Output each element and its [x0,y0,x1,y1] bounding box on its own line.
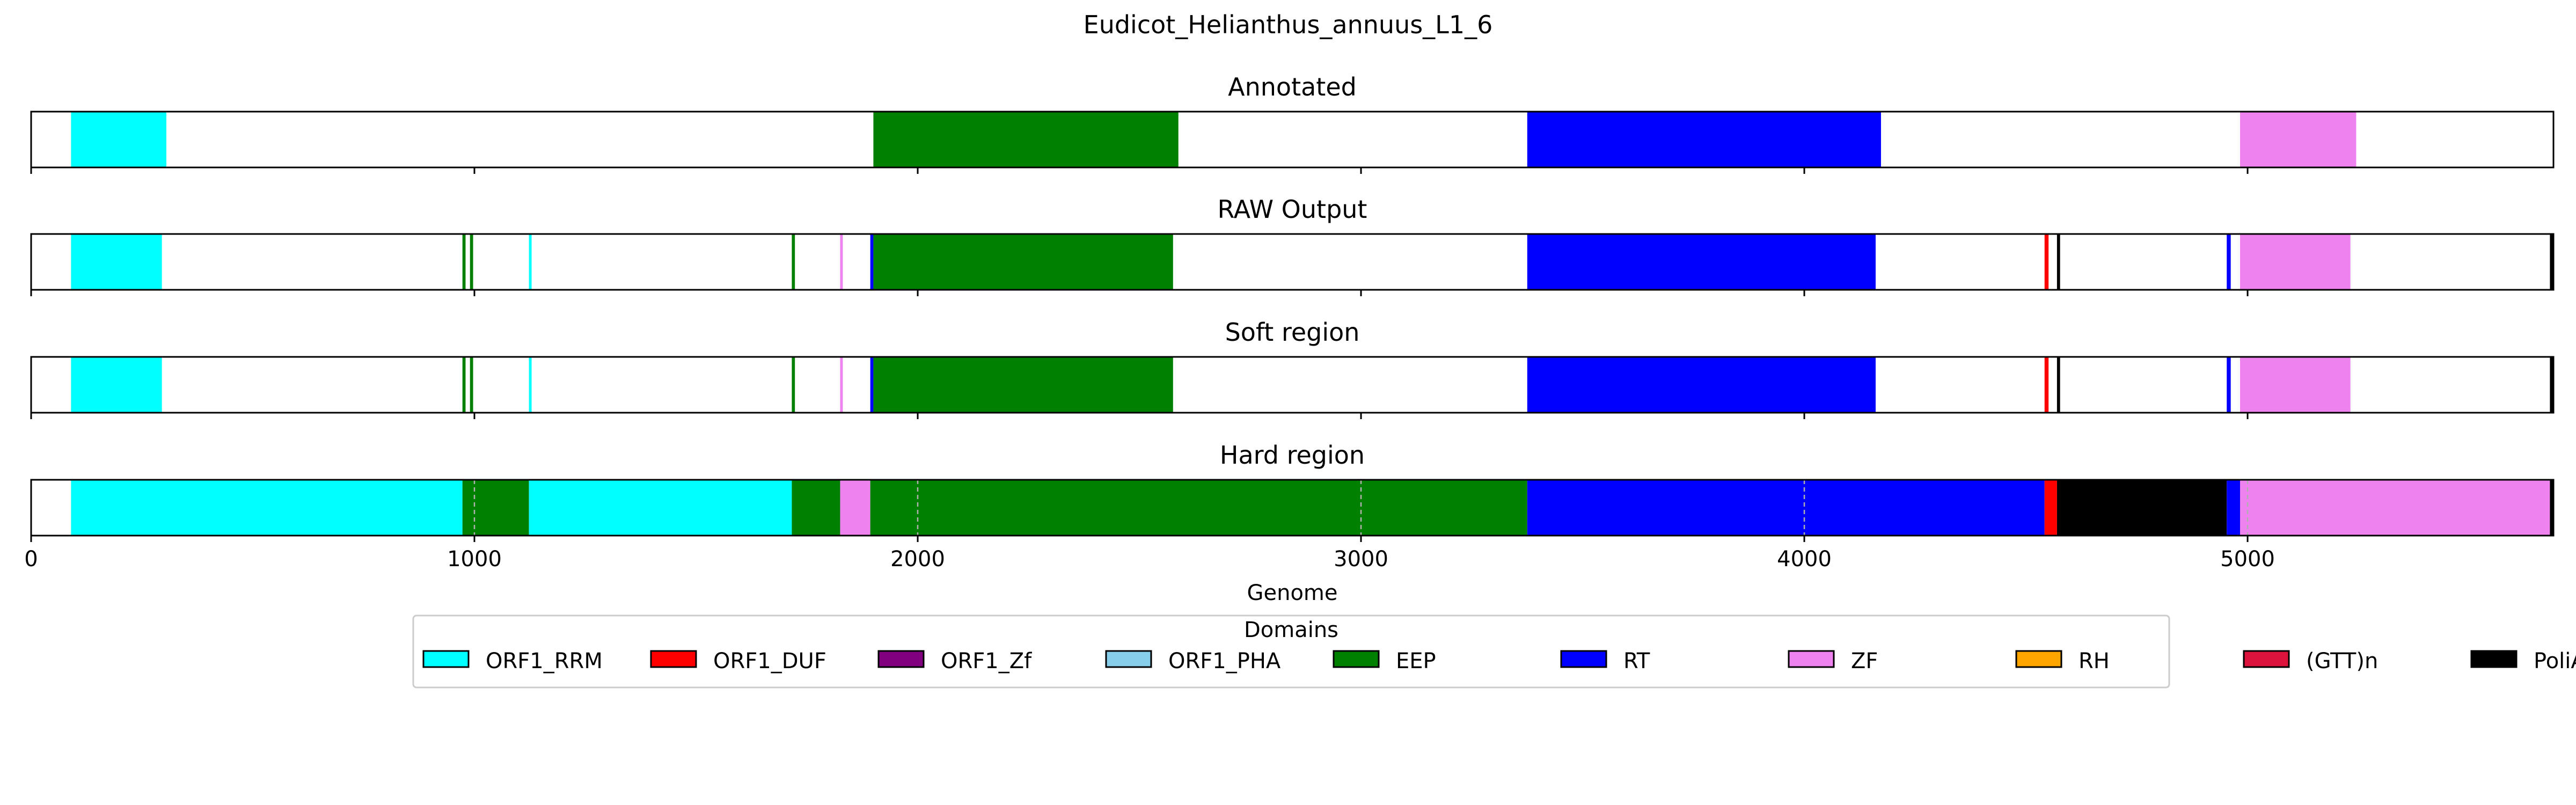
domain-segment [870,234,874,290]
legend-label: (GTT)n [2306,649,2378,674]
domain-segment [462,357,466,413]
track-title: Soft region [1225,318,1360,347]
domain-segment [2044,357,2049,413]
domain-segment [462,480,529,536]
legend-label: ORF1_Zf [941,649,1032,674]
legend-label: RT [1623,649,1650,674]
domain-segment [1527,234,1876,290]
domain-segment [71,234,162,290]
legend-label: ORF1_DUF [713,649,826,674]
x-tick-label: 0 [24,547,38,572]
domain-segment [792,234,795,290]
domain-segment [2044,480,2057,536]
x-tick-label: 2000 [890,547,945,572]
legend-label: EEP [1396,649,1436,674]
legend-swatch [1105,650,1152,668]
legend-swatch [650,650,697,668]
legend: Domains ORF1_RRM ORF1_DUF ORF1_Zf ORF1_PHA EE… [412,614,2576,689]
domain-segment [462,234,466,290]
domain-segment [873,112,1179,167]
domain-segment [2550,357,2553,413]
track-frame [30,233,2555,291]
legend-swatch [422,650,470,668]
x-tick-label: 4000 [1777,547,1832,572]
domain-segment [840,480,870,536]
domain-segment [2550,234,2553,290]
domain-segment [2227,234,2231,290]
domain-segment [2044,234,2049,290]
domain-segment [2057,357,2060,413]
domain-segment [470,357,473,413]
figure-title: Eudicot_Helianthus_annuus_L1_6 [1084,10,1493,39]
x-tick-label: 5000 [2220,547,2275,572]
tracks-group: Annotated RAW Output Soft region Hard regio… [30,72,2555,542]
domain-segment [1527,357,1876,413]
domain-segment [792,357,795,413]
domain-segment [529,234,532,290]
domain-segment [873,357,1173,413]
domain-segment [840,234,843,290]
domain-segment [71,480,463,536]
legend-label: ORF1_PHA [1168,649,1281,674]
track-title: Annotated [1228,72,1357,101]
domain-segment [529,480,792,536]
track-title: Hard region [1220,441,1365,470]
track-title: RAW Output [1218,195,1367,224]
track-panel: RAW Output [30,195,2555,296]
legend-swatch [2243,650,2290,668]
track-frame [30,111,2555,169]
domain-segment [529,357,532,413]
domain-segment [2227,357,2231,413]
legend-swatch [877,650,925,668]
legend-swatch [2470,650,2518,668]
legend-swatch [1333,650,1380,668]
track-frame [30,356,2555,414]
legend-label: PoliA [2534,649,2576,674]
track-panel: Annotated [30,72,2555,174]
domain-segment [2240,112,2357,167]
domain-segment [71,357,162,413]
domain-segment [1527,112,1881,167]
domain-segment [71,112,166,167]
domain-segment [870,357,874,413]
domain-segment [792,480,840,536]
domain-segment [2240,234,2351,290]
legend-swatch [1560,650,1607,668]
legend-frame [412,614,2170,689]
legend-label: RH [2079,649,2110,674]
legend-title: Domains [1244,618,1338,642]
track-panel: Hard region [30,441,2555,542]
domain-segment [873,234,1173,290]
domain-segment [470,234,473,290]
domain-segment [2057,480,2227,536]
domain-segment [870,480,1527,536]
domain-segment [1527,480,2045,536]
domain-segment [2240,357,2351,413]
legend-label: ORF1_RRM [486,649,603,674]
domain-segment [2550,480,2553,536]
x-axis: 0 1000 2000 3000 4000 5000 [24,547,2275,572]
x-tick-label: 1000 [447,547,502,572]
legend-swatch [2015,650,2062,668]
legend-swatch [1788,650,1835,668]
domain-segment [840,357,843,413]
domain-segment [2240,480,2550,536]
domain-segment [2227,480,2241,536]
track-panel: Soft region [30,318,2555,419]
track-frame [30,479,2555,537]
x-axis-label: Genome [1247,581,1337,605]
legend-label: ZF [1851,649,1878,674]
x-tick-label: 3000 [1334,547,1388,572]
domain-segment [2057,234,2060,290]
